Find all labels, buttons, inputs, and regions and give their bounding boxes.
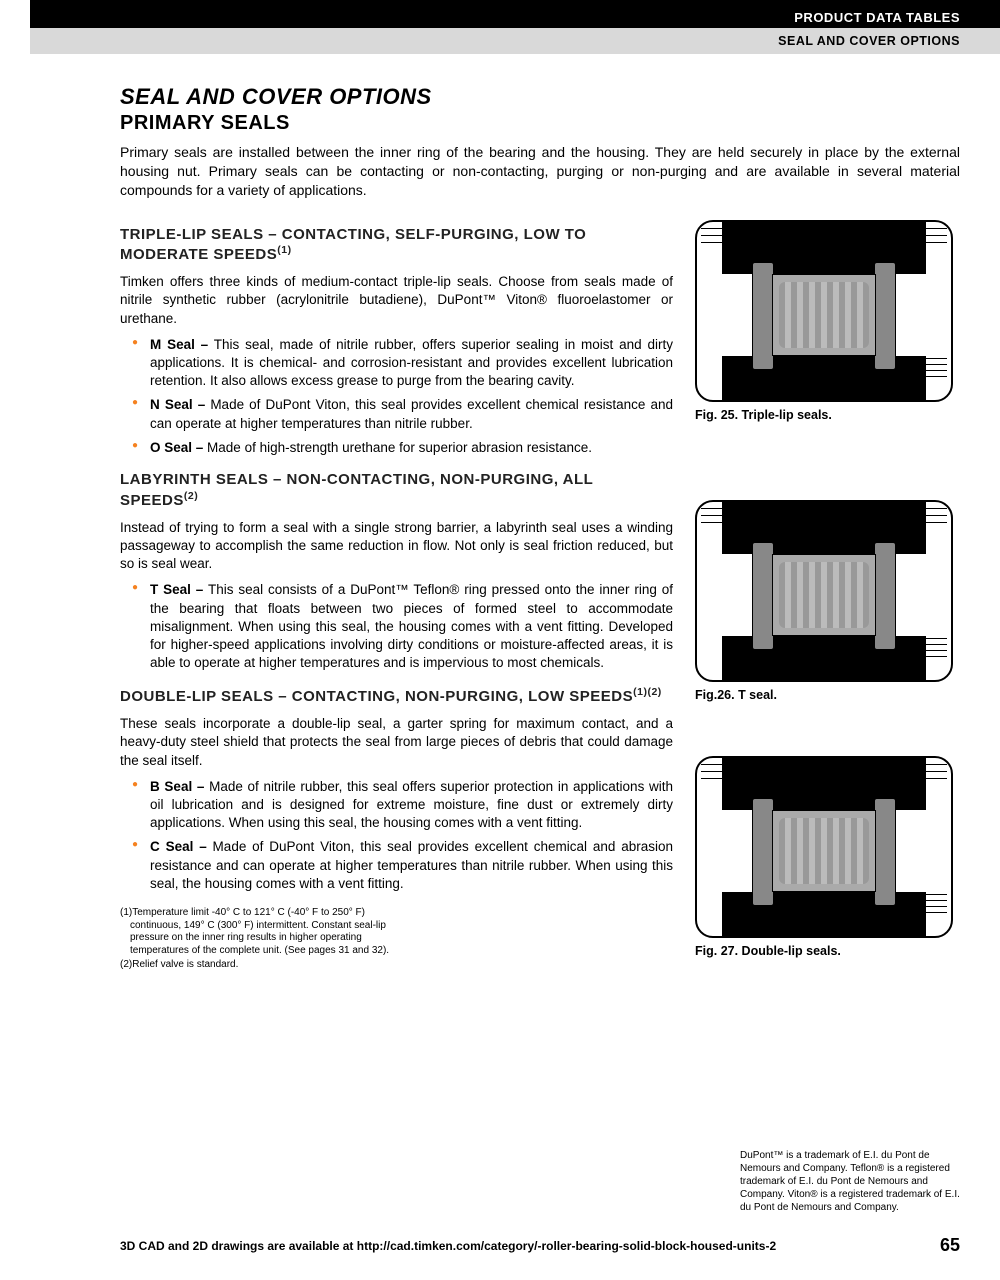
double-heading-text: DOUBLE-LIP SEALS – CONTACTING, NON-PURGI… xyxy=(120,688,633,705)
labyrinth-bullets: T Seal – This seal consists of a DuPont™… xyxy=(136,581,673,672)
bullet-text: Made of DuPont Viton, this seal provides… xyxy=(150,839,673,890)
bullet-label: M Seal – xyxy=(150,337,208,352)
page-footer: 3D CAD and 2D drawings are available at … xyxy=(120,1235,960,1256)
bullet-text: Made of DuPont Viton, this seal provides… xyxy=(150,397,673,430)
labyrinth-sup: (2) xyxy=(184,490,198,502)
bullet-text: This seal consists of a DuPont™ Teflon® … xyxy=(150,582,673,670)
figure-25 xyxy=(695,220,953,402)
bullet-label: N Seal – xyxy=(150,397,205,412)
bullet-label: T Seal – xyxy=(150,582,203,597)
trademark-notice: DuPont™ is a trademark of E.I. du Pont d… xyxy=(740,1149,960,1214)
left-column: TRIPLE-LIP SEALS – CONTACTING, SELF-PURG… xyxy=(120,220,673,988)
list-item: O Seal – Made of high-strength urethane … xyxy=(136,439,673,457)
labyrinth-text: Instead of trying to form a seal with a … xyxy=(120,519,673,574)
intro-paragraph: Primary seals are installed between the … xyxy=(120,143,960,200)
triple-bullets: M Seal – This seal, made of nitrile rubb… xyxy=(136,336,673,457)
list-item: C Seal – Made of DuPont Viton, this seal… xyxy=(136,838,673,893)
bullet-text: Made of nitrile rubber, this seal offers… xyxy=(150,779,673,830)
right-column: Fig. 25. Triple-lip seals. Fig.26. T sea… xyxy=(695,220,960,988)
double-heading: DOUBLE-LIP SEALS – CONTACTING, NON-PURGI… xyxy=(120,686,673,707)
figure-27-caption: Fig. 27. Double-lip seals. xyxy=(695,944,960,958)
footnote-1: (1)Temperature limit -40° C to 121° C (-… xyxy=(120,907,413,957)
bullet-text: Made of high-strength urethane for super… xyxy=(203,440,592,455)
triple-heading-text: TRIPLE-LIP SEALS – CONTACTING, SELF-PURG… xyxy=(120,226,586,264)
figure-26 xyxy=(695,500,953,682)
footnotes: (1)Temperature limit -40° C to 121° C (-… xyxy=(120,907,673,972)
bullet-text: This seal, made of nitrile rubber, offer… xyxy=(150,337,673,388)
list-item: B Seal – Made of nitrile rubber, this se… xyxy=(136,778,673,833)
page-subtitle: PRIMARY SEALS xyxy=(120,112,960,135)
list-item: T Seal – This seal consists of a DuPont™… xyxy=(136,581,673,672)
bullet-label: C Seal – xyxy=(150,839,207,854)
bullet-label: O Seal – xyxy=(150,440,203,455)
header-gray-bar: SEAL AND COVER OPTIONS xyxy=(0,28,1000,54)
figure-26-caption: Fig.26. T seal. xyxy=(695,688,960,702)
footer-text: 3D CAD and 2D drawings are available at … xyxy=(120,1239,776,1253)
bullet-label: B Seal – xyxy=(150,779,204,794)
header-black-bar: PRODUCT DATA TABLES xyxy=(0,0,1000,28)
page-title: SEAL AND COVER OPTIONS xyxy=(120,84,960,110)
figure-27 xyxy=(695,756,953,938)
list-item: N Seal – Made of DuPont Viton, this seal… xyxy=(136,396,673,432)
page-number: 65 xyxy=(940,1235,960,1256)
triple-text: Timken offers three kinds of medium-cont… xyxy=(120,273,673,328)
triple-sup: (1) xyxy=(277,244,291,256)
labyrinth-heading: LABYRINTH SEALS – NON-CONTACTING, NON-PU… xyxy=(120,471,673,511)
figure-25-caption: Fig. 25. Triple-lip seals. xyxy=(695,408,960,422)
page-content: SEAL AND COVER OPTIONS PRIMARY SEALS Pri… xyxy=(0,54,1000,988)
double-sup: (1)(2) xyxy=(633,686,662,698)
triple-heading: TRIPLE-LIP SEALS – CONTACTING, SELF-PURG… xyxy=(120,226,673,266)
list-item: M Seal – This seal, made of nitrile rubb… xyxy=(136,336,673,391)
double-bullets: B Seal – Made of nitrile rubber, this se… xyxy=(136,778,673,893)
double-text: These seals incorporate a double-lip sea… xyxy=(120,715,673,770)
footnote-2: (2)Relief valve is standard. xyxy=(120,959,413,972)
